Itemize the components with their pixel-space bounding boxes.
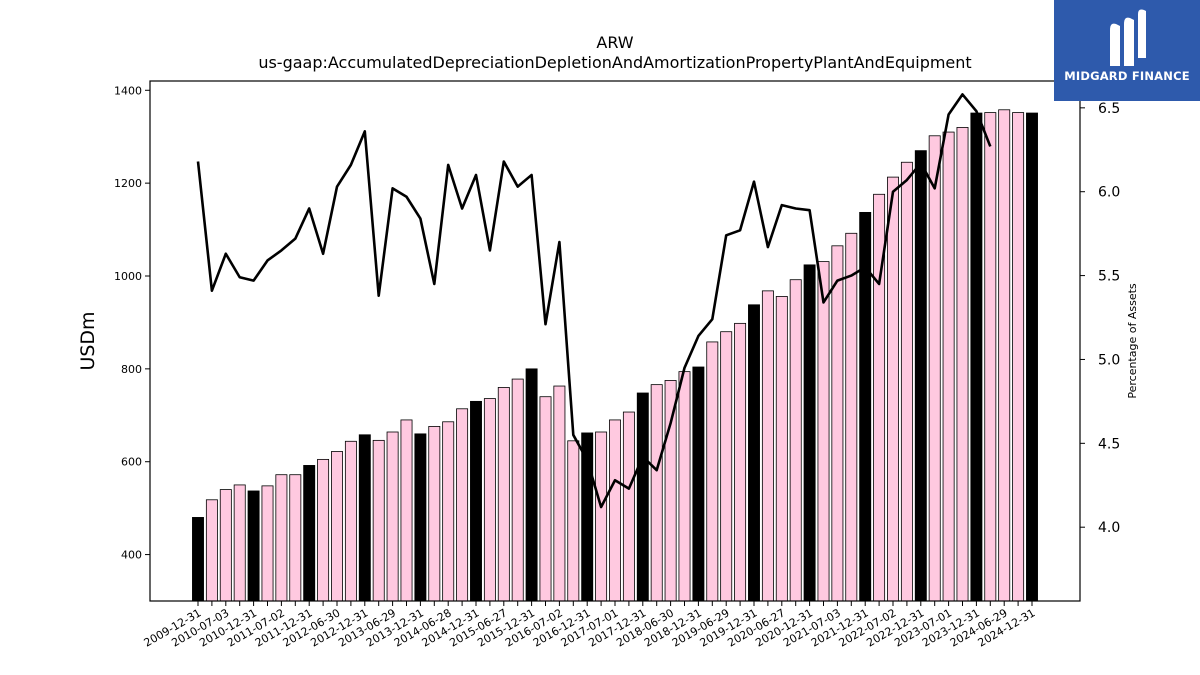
bar [928,135,941,602]
y2-tick-label: 5.5 [1098,269,1120,285]
bar [553,385,566,602]
bar [275,474,288,602]
y-tick-label: 800 [121,363,142,376]
bar [622,411,635,602]
bar [831,245,844,602]
bar [358,434,371,602]
chart-subtitle: us-gaap:AccumulatedDepreciationDepletion… [258,53,971,72]
bar [942,131,955,602]
bar [609,419,621,602]
y2-tick-label: 5.0 [1098,352,1120,368]
y-axis-label: USDm [77,311,99,370]
bar [636,392,649,602]
bar [734,322,747,602]
bar [428,426,441,602]
bar [483,398,496,602]
bar [956,127,969,602]
bar [706,341,719,602]
chart-title: ARW [596,33,633,52]
logo-mark-icon [1110,9,1146,66]
bar [414,433,427,602]
bar [998,109,1011,602]
bar [456,408,469,602]
bar [331,451,343,602]
bar [233,484,246,602]
y-tick-label: 600 [121,456,142,469]
bar [761,290,774,602]
bar [817,261,830,602]
bar [344,440,357,602]
bars-layer [192,109,1038,602]
y2-axis-label: Percentage of Assets [1126,283,1139,399]
y2-tick-label: 4.5 [1098,436,1120,452]
bar [1012,112,1025,602]
bar [442,421,455,602]
bar [539,396,552,602]
brand-logo: MIDGARD FINANCE [1054,0,1200,101]
y-tick-label: 1200 [114,177,142,190]
bar [289,474,302,602]
bar [247,490,260,602]
logo-text: MIDGARD FINANCE [1064,69,1190,83]
x-axis: 2009-12-312010-07-032010-12-312011-07-02… [142,601,1038,650]
bar [775,296,788,602]
bar [664,380,677,602]
bar [205,499,218,602]
bar [1026,112,1038,602]
y-tick-label: 400 [121,549,142,562]
y-tick-label: 1400 [114,84,142,97]
bar [317,458,330,602]
bar [567,440,580,602]
bar [497,387,510,602]
bar [303,465,316,602]
series-line [196,93,992,509]
line-layer [196,93,992,509]
y2-tick-label: 6.0 [1098,185,1120,201]
y2-tick-label: 4.0 [1098,520,1120,536]
bar [650,384,663,602]
y-tick-label: 1000 [114,270,142,283]
y2-tick-label: 6.5 [1098,101,1120,117]
bar [192,517,204,602]
bar [803,264,816,602]
bar [470,400,482,602]
bar [984,112,997,602]
bar [692,366,705,602]
bar [400,419,413,602]
bar [511,378,524,602]
left-axis: 400 600 800 1000 1200 1400 [114,84,150,562]
bar [595,431,608,602]
bar [789,279,802,602]
bar [525,368,538,602]
bar [748,304,760,602]
bar [887,176,899,602]
bar [845,232,858,602]
bar [386,431,399,602]
bar [900,161,913,602]
bar [261,485,274,602]
bar [372,439,385,602]
bar [914,150,927,602]
bar [720,331,733,602]
bar [970,112,983,602]
bar [678,371,691,602]
right-axis: 4.0 4.5 5.0 5.5 6.0 6.5 [1080,101,1120,536]
bar [219,489,232,602]
